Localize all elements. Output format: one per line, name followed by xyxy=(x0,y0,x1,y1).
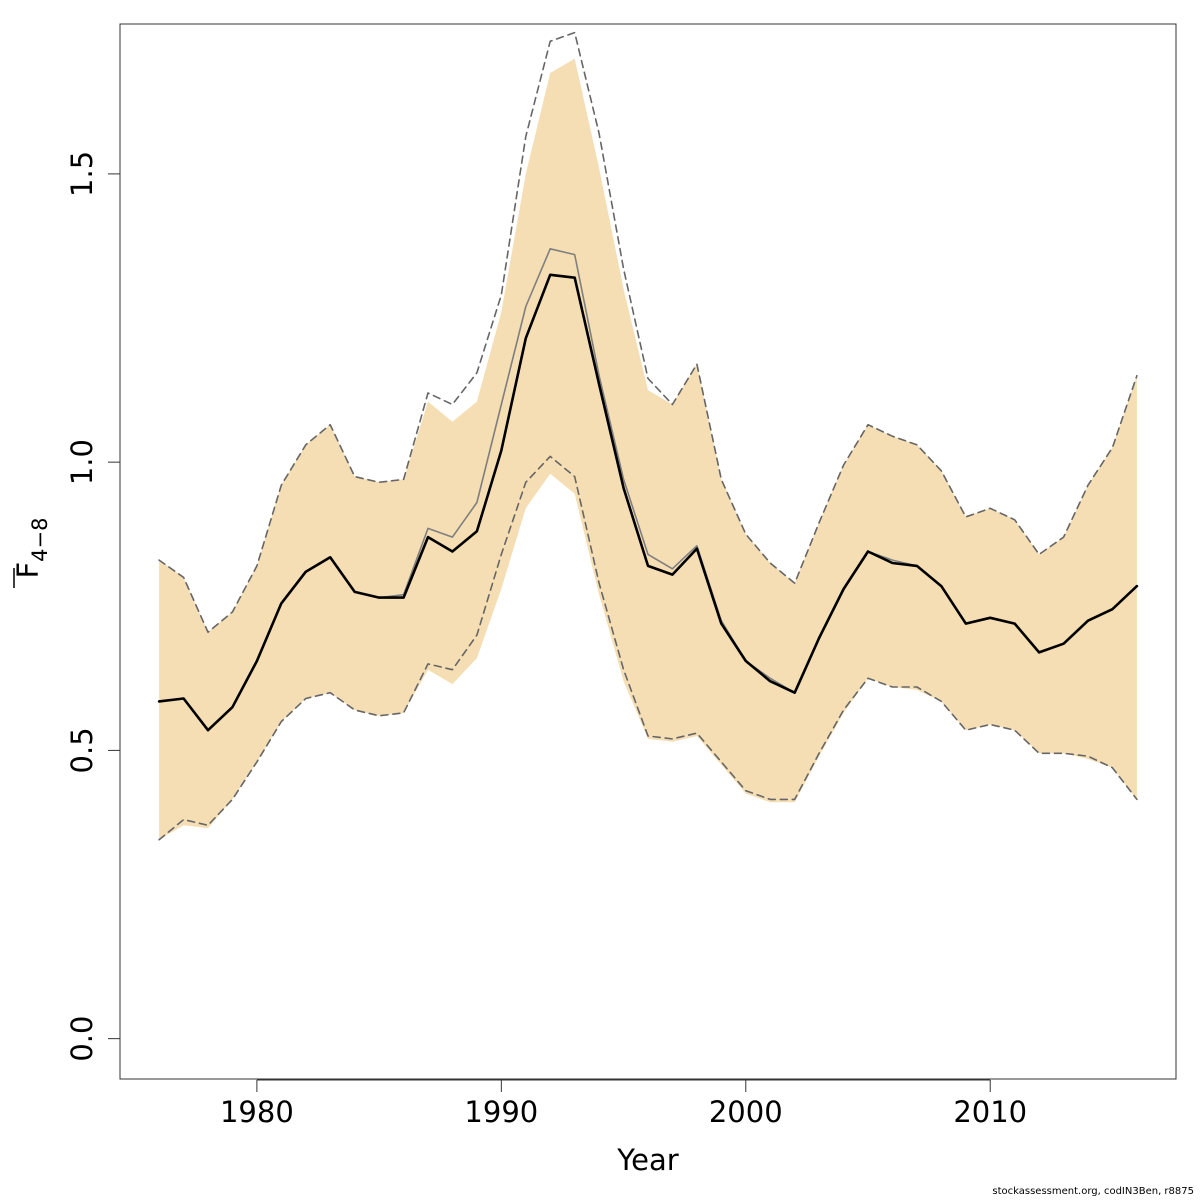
confidence-band xyxy=(159,58,1137,840)
credit-text: stockassessment.org, codIN3Ben, r8875 xyxy=(992,1186,1194,1197)
y-tick-label: 0.5 xyxy=(65,727,99,773)
x-axis: 1980 1990 2000 2010 xyxy=(220,1079,1027,1129)
y-tick-label: 1.0 xyxy=(65,439,99,485)
x-tick-label: 1990 xyxy=(464,1095,538,1129)
x-tick-label: 2000 xyxy=(709,1095,783,1129)
x-axis-title: Year xyxy=(616,1143,678,1177)
x-tick-label: 2010 xyxy=(953,1095,1027,1129)
series-line-2 xyxy=(158,31,1138,634)
y-axis-title: F4−8 xyxy=(11,517,52,588)
series-line-3 xyxy=(158,455,1138,841)
svg-text:F4−8: F4−8 xyxy=(11,517,52,578)
y-axis-title-main: F xyxy=(11,562,45,579)
plot-area xyxy=(157,31,1139,841)
y-tick-label: 1.5 xyxy=(65,151,99,197)
y-axis: 0.0 0.5 1.0 1.5 xyxy=(65,151,121,1062)
series-line-0 xyxy=(157,273,1139,732)
y-tick-label: 0.0 xyxy=(65,1016,99,1062)
y-axis-title-subscript: 4−8 xyxy=(28,517,52,561)
x-tick-label: 1980 xyxy=(220,1095,294,1129)
